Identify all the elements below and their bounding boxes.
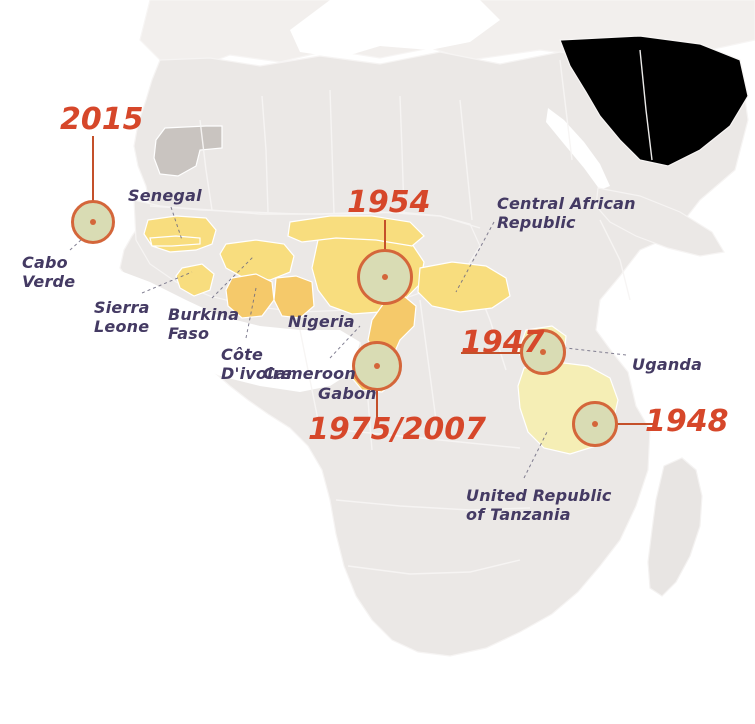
madagascar bbox=[647, 457, 703, 597]
leader-uganda bbox=[565, 347, 627, 356]
marker-gabon[interactable] bbox=[352, 341, 402, 391]
country-ghana-togo-benin bbox=[273, 275, 315, 319]
marker-center-dot bbox=[90, 219, 96, 225]
leader-cote-divoire bbox=[245, 287, 257, 339]
year-2015[interactable]: 2015 bbox=[60, 102, 144, 137]
country-niger bbox=[287, 215, 425, 247]
year-1975-2007[interactable]: 1975/2007 bbox=[308, 412, 486, 447]
leader-burkina-faso bbox=[211, 255, 255, 299]
connector-2015 bbox=[92, 136, 94, 202]
connector-1948 bbox=[616, 423, 656, 425]
connector-1947 bbox=[461, 352, 523, 354]
red-sea bbox=[546, 108, 610, 190]
year-1947[interactable]: 1947 bbox=[461, 325, 545, 360]
marker-center-dot bbox=[540, 349, 546, 355]
marker-nigeria[interactable] bbox=[357, 249, 413, 305]
horn-of-africa bbox=[595, 187, 725, 257]
marker-center-dot bbox=[592, 421, 598, 427]
country-central-african-republic bbox=[417, 261, 511, 313]
marker-tanzania[interactable] bbox=[572, 401, 618, 447]
connector-1975-2007 bbox=[376, 366, 378, 418]
leader-central-african-republic bbox=[455, 221, 495, 293]
marker-uganda[interactable] bbox=[520, 329, 566, 375]
country-burkina-faso bbox=[219, 239, 295, 281]
country-cote-divoire bbox=[225, 273, 275, 319]
year-1948[interactable]: 1948 bbox=[645, 404, 729, 439]
western-sahara bbox=[153, 125, 223, 177]
marker-cabo-verde[interactable] bbox=[71, 200, 115, 244]
marker-center-dot bbox=[382, 274, 388, 280]
leader-tanzania bbox=[523, 429, 549, 479]
year-1954[interactable]: 1954 bbox=[347, 185, 431, 220]
arabian-peninsula bbox=[559, 35, 749, 167]
marker-center-dot bbox=[374, 363, 380, 369]
gulf-of-guinea bbox=[118, 270, 360, 392]
mediterranean-sea bbox=[290, 0, 500, 58]
country-senegal bbox=[143, 215, 217, 253]
leader-cameroon bbox=[329, 325, 361, 359]
